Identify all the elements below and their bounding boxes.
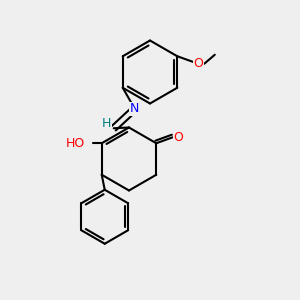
Text: O: O [193, 57, 203, 70]
Text: N: N [130, 102, 140, 115]
Text: HO: HO [66, 137, 85, 150]
Text: O: O [173, 131, 183, 144]
Text: H: H [101, 117, 111, 130]
